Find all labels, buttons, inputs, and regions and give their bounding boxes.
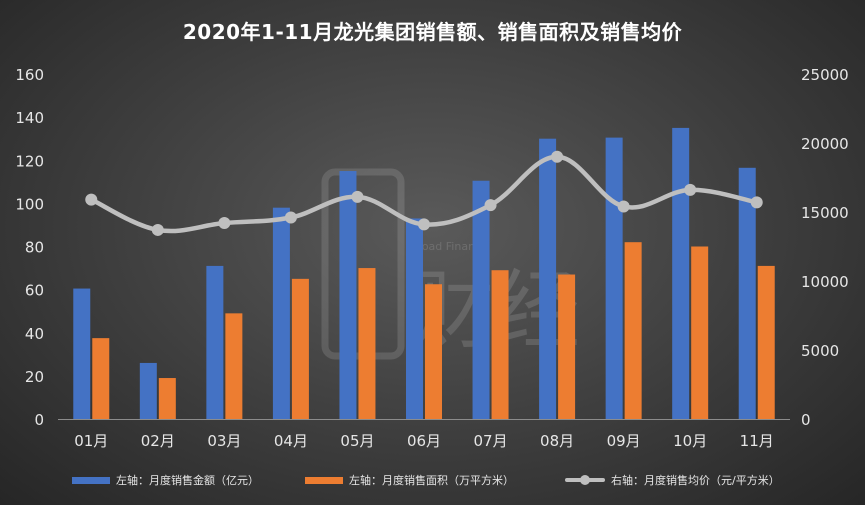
watermark-text: Broad Finance xyxy=(410,240,488,253)
bar-sales-area xyxy=(358,268,376,419)
avg-price-point xyxy=(218,217,231,230)
bar-sales-area xyxy=(691,246,709,419)
legend-swatch-avg-price xyxy=(565,473,605,487)
bar-sales-amount xyxy=(472,180,490,419)
x-axis-tick-label: 07月 xyxy=(473,432,507,450)
bar-sales-amount xyxy=(272,207,290,419)
avg-price-point xyxy=(617,200,630,213)
avg-price-point xyxy=(284,211,297,224)
bar-sales-area xyxy=(558,274,576,419)
right-axis-tick-label: 0 xyxy=(801,411,811,429)
legend-item-sales-amount: 左轴：月度销售金额（亿元） xyxy=(72,472,259,488)
bar-sales-amount xyxy=(339,171,357,419)
left-axis-tick-label: 40 xyxy=(25,325,44,343)
x-axis-tick-label: 11月 xyxy=(740,432,774,450)
bar-sales-area xyxy=(757,265,775,419)
chart-title: 2020年1-11月龙光集团销售额、销售面积及销售均价 xyxy=(182,20,683,44)
bar-sales-area xyxy=(158,378,176,419)
avg-price-point xyxy=(151,223,164,236)
legend-label-avg-price: 右轴：月度销售均价（元/平方米） xyxy=(611,474,780,487)
x-axis-tick-label: 06月 xyxy=(407,432,441,450)
right-axis-tick-label: 10000 xyxy=(801,273,849,291)
bar-sales-area xyxy=(425,284,442,419)
avg-price-point xyxy=(551,150,564,163)
bar-sales-amount xyxy=(672,127,690,419)
left-axis-tick-label: 120 xyxy=(15,152,44,170)
bar-sales-area xyxy=(624,242,642,419)
avg-price-point xyxy=(418,218,430,231)
bar-sales-amount xyxy=(605,137,623,419)
bar-sales-area xyxy=(291,278,309,419)
left-axis-tick-label: 140 xyxy=(15,109,44,127)
bar-sales-area xyxy=(225,313,243,419)
right-axis-tick-label: 15000 xyxy=(801,204,849,222)
x-axis-tick-label: 09月 xyxy=(607,432,641,450)
avg-price-point xyxy=(484,199,497,212)
legend-label-sales-amount: 左轴：月度销售金额（亿元） xyxy=(116,474,259,487)
bar-sales-area xyxy=(491,270,509,419)
bar-sales-area xyxy=(92,338,110,419)
legend-item-sales-area: 左轴：月度销售面积（万平方米） xyxy=(305,472,514,488)
avg-price-point xyxy=(684,183,697,196)
left-axis-tick-label: 20 xyxy=(25,368,44,386)
bar-sales-amount xyxy=(139,362,157,419)
legend-swatch-sales-area xyxy=(305,476,343,484)
x-axis-tick-label: 02月 xyxy=(141,432,175,450)
x-axis-tick-label: 03月 xyxy=(207,432,241,450)
x-axis-tick-label: 10月 xyxy=(673,432,707,450)
x-axis-tick-label: 04月 xyxy=(274,432,308,450)
legend-label-sales-area: 左轴：月度销售面积（万平方米） xyxy=(349,474,514,487)
left-axis-tick-label: 160 xyxy=(15,66,44,84)
bar-sales-amount xyxy=(73,288,91,419)
legend-swatch-sales-amount xyxy=(72,476,110,484)
x-axis-tick-label: 05月 xyxy=(340,432,374,450)
left-axis-tick-label: 0 xyxy=(34,411,44,429)
bar-sales-amount xyxy=(206,265,224,419)
x-axis-tick-label: 01月 xyxy=(74,432,108,450)
right-axis-tick-label: 25000 xyxy=(801,66,849,84)
left-axis-tick-label: 80 xyxy=(25,239,44,257)
chart-legend: 左轴：月度销售金额（亿元） 左轴：月度销售面积（万平方米） 右轴：月度销售均价（… xyxy=(0,472,865,492)
avg-price-point xyxy=(351,190,364,203)
bar-sales-amount xyxy=(738,167,756,419)
right-axis-tick-label: 5000 xyxy=(801,342,839,360)
right-axis-tick-label: 20000 xyxy=(801,135,849,153)
legend-item-avg-price: 右轴：月度销售均价（元/平方米） xyxy=(565,472,780,488)
left-axis-tick-label: 100 xyxy=(15,195,44,213)
bar-sales-amount xyxy=(539,138,557,419)
avg-price-point xyxy=(750,196,763,209)
left-axis-tick-label: 60 xyxy=(25,282,44,300)
avg-price-point xyxy=(85,193,98,206)
bar-sales-amount xyxy=(406,218,423,419)
x-axis-tick-label: 08月 xyxy=(540,432,574,450)
